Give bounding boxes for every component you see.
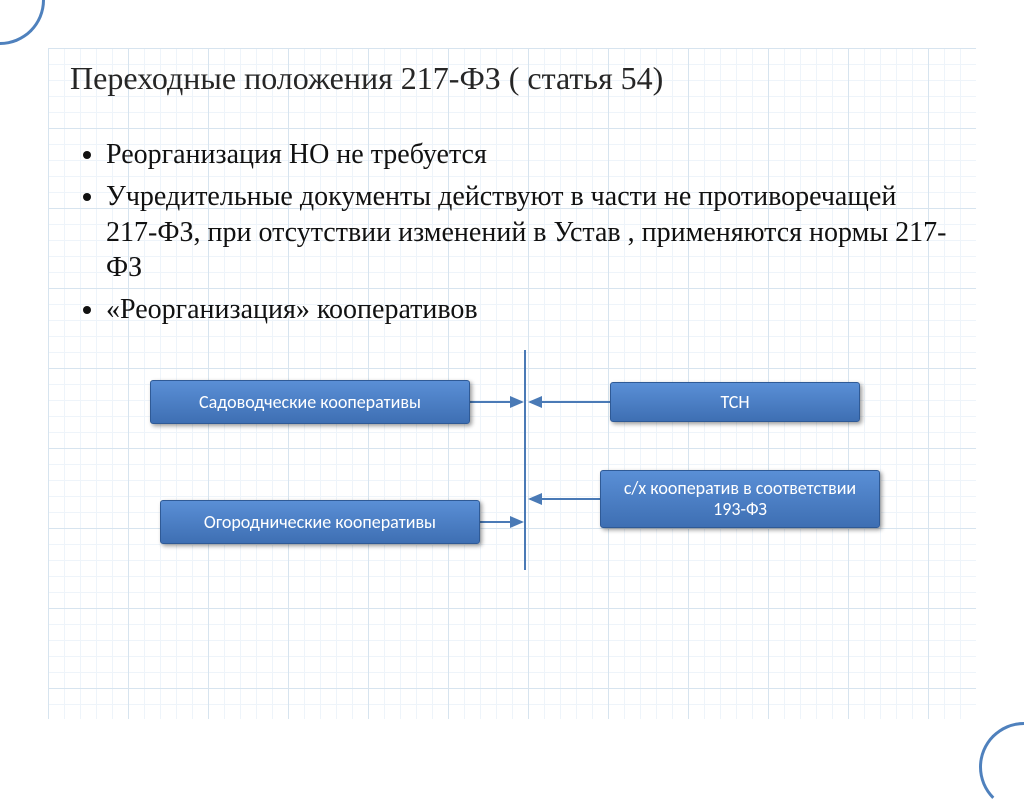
corner-bottom-right-decor: [979, 722, 1024, 812]
bullet-item: «Реорганизация» кооперативов: [106, 292, 954, 328]
node-garden-coops: Садоводческие кооперативы: [150, 380, 470, 424]
node-veget-coops: Огороднические кооперативы: [160, 500, 480, 544]
bullet-item: Учредительные документы действуют в част…: [106, 179, 954, 286]
node-label: с/х кооператив в соответствии 193-ФЗ: [609, 478, 871, 519]
bullet-item: Реорганизация НО не требуется: [106, 137, 954, 173]
bullet-list: Реорганизация НО не требуется Учредитель…: [70, 137, 954, 328]
node-label: Огороднические кооперативы: [204, 512, 436, 533]
content-area: Переходные положения 217-ФЗ ( статья 54)…: [70, 60, 954, 334]
slide-title: Переходные положения 217-ФЗ ( статья 54): [70, 60, 954, 97]
node-tsn: ТСН: [610, 382, 860, 422]
diagram: Садоводческие кооперативы Огороднические…: [70, 370, 950, 620]
node-label: Садоводческие кооперативы: [199, 392, 421, 413]
node-agri-coop: с/х кооператив в соответствии 193-ФЗ: [600, 470, 880, 528]
corner-top-left-decor: [0, 0, 45, 45]
slide: Переходные положения 217-ФЗ ( статья 54)…: [0, 0, 1024, 767]
node-label: ТСН: [720, 392, 749, 413]
